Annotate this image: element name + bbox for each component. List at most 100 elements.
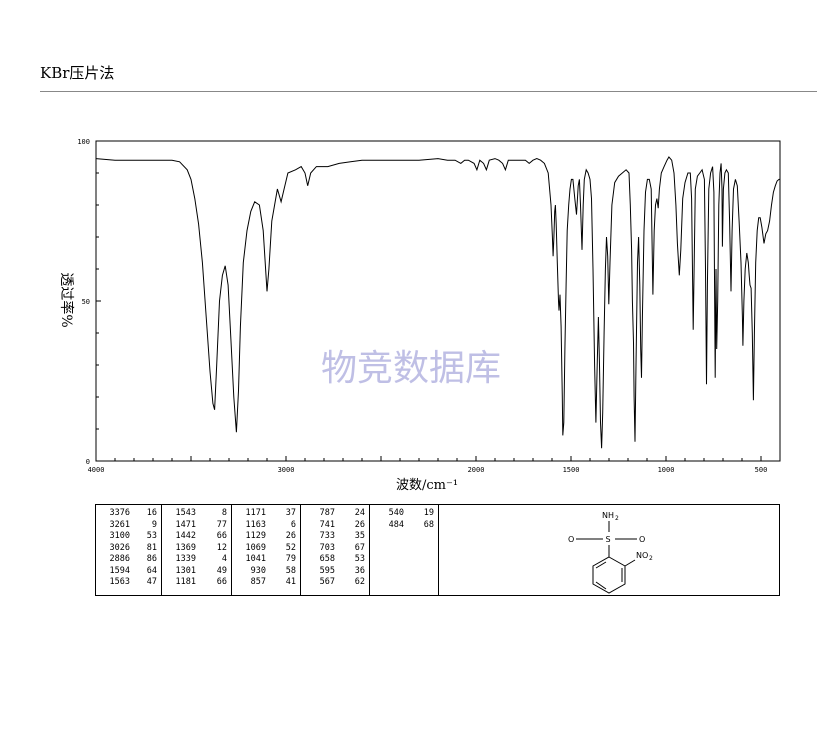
peak-wavenumber: 1069	[245, 542, 266, 553]
peak-row: 1181 66	[168, 577, 227, 589]
nh2-label: NH	[602, 511, 614, 520]
peak-wavenumber: 3100	[109, 531, 130, 541]
y-tick-label: 50	[82, 298, 90, 306]
peak-column: 1171 37 1163 6 1129 26 1069 52 1041 79 930 58 857 41	[232, 505, 301, 595]
peak-wavenumber: 1181	[175, 577, 196, 587]
peak-wavenumber: 1163	[245, 519, 266, 530]
nitro-label: NO	[636, 551, 648, 560]
peak-row: 703 67	[307, 543, 365, 555]
peak-row: 857 41	[238, 577, 296, 589]
peak-row: 540 19	[376, 508, 434, 520]
peak-wavenumber: 1041	[245, 554, 266, 564]
peak-wavenumber: 787	[319, 508, 335, 518]
peak-row: 484 68	[376, 520, 434, 532]
peak-transmittance: 47	[146, 577, 157, 587]
peak-wavenumber: 567	[319, 577, 335, 587]
sulfur-label: S	[606, 535, 611, 544]
peak-row: 1163 6	[238, 520, 296, 532]
peak-row: 741 26	[307, 520, 365, 532]
peak-column: 1543 8 1471 77 1442 66 1369 12 1339 4 1301 49 1181 66	[162, 505, 232, 595]
peak-row: 3376 16	[102, 508, 157, 520]
peak-wavenumber: 733	[319, 531, 335, 541]
x-tick-label: 1500	[563, 466, 580, 474]
y-tick-label: 0	[86, 458, 90, 466]
peak-row: 3100 53	[102, 531, 157, 543]
peak-row: 3026 81	[102, 543, 157, 555]
x-tick-label: 4000	[88, 466, 105, 474]
peak-transmittance: 9	[151, 519, 157, 530]
peak-wavenumber: 1442	[175, 531, 196, 541]
peak-transmittance: 64	[146, 565, 157, 576]
x-axis-label: 波数/cm⁻¹	[396, 478, 458, 493]
structure-cell: NH 2 S O O NO 2	[439, 505, 779, 595]
peak-wavenumber: 1171	[245, 508, 266, 518]
peak-transmittance: 37	[285, 508, 296, 518]
peak-transmittance: 67	[354, 542, 365, 553]
peak-wavenumber: 1543	[175, 508, 196, 518]
peak-row: 3261 9	[102, 520, 157, 532]
peak-wavenumber: 658	[319, 554, 335, 564]
peak-row: 1442 66	[168, 531, 227, 543]
peak-transmittance: 79	[285, 554, 296, 564]
x-tick-label: 1000	[658, 466, 675, 474]
x-tick-label: 2000	[468, 466, 485, 474]
peak-transmittance: 66	[216, 577, 227, 587]
x-tick-label: 3000	[278, 466, 295, 474]
peak-row: 1543 8	[168, 508, 227, 520]
peak-wavenumber: 1369	[175, 542, 196, 553]
method-label: KBr压片法	[40, 64, 115, 82]
peak-wavenumber: 2886	[109, 554, 130, 564]
peak-row: 1471 77	[168, 520, 227, 532]
peak-transmittance: 26	[354, 519, 365, 530]
peak-row: 567 62	[307, 577, 365, 589]
peak-row: 1369 12	[168, 543, 227, 555]
peak-wavenumber: 1594	[109, 565, 130, 576]
peak-transmittance: 77	[216, 519, 227, 530]
peak-wavenumber: 703	[319, 542, 335, 553]
peak-row: 787 24	[307, 508, 365, 520]
x-tick-label: 500	[755, 466, 768, 474]
y-axis-label: 透过率%	[58, 272, 75, 327]
peak-transmittance: 4	[221, 554, 227, 564]
peak-transmittance: 86	[146, 554, 157, 564]
oxygen-left-label: O	[568, 535, 574, 544]
peak-wavenumber: 1339	[175, 554, 196, 564]
peak-transmittance: 35	[354, 531, 365, 541]
structure-diagram: NH 2 S O O NO 2	[568, 511, 653, 594]
peak-wavenumber: 741	[319, 519, 335, 530]
peak-row: 1129 26	[238, 531, 296, 543]
peak-transmittance: 68	[423, 519, 434, 530]
peak-transmittance: 58	[285, 565, 296, 576]
peak-row: 1171 37	[238, 508, 296, 520]
peak-row: 930 58	[238, 566, 296, 578]
plot-frame	[95, 140, 781, 462]
peak-transmittance: 81	[146, 542, 157, 553]
peak-column: 787 24 741 26 733 35 703 67 658 53 595 36 567 62	[301, 505, 370, 595]
peak-row: 1563 47	[102, 577, 157, 589]
peak-row: 595 36	[307, 566, 365, 578]
peak-transmittance: 66	[216, 531, 227, 541]
peak-table: 3376 16 3261 9 3100 53 3026 81 2886 86 1594 64 1563 4…	[95, 504, 780, 596]
peak-transmittance: 53	[354, 554, 365, 564]
peak-transmittance: 52	[285, 542, 296, 553]
peak-wavenumber: 3026	[109, 542, 130, 553]
peak-row: 2886 86	[102, 554, 157, 566]
peak-wavenumber: 1129	[245, 531, 266, 541]
peak-row: 1301 49	[168, 566, 227, 578]
spectrum-line	[95, 156, 780, 449]
nitro-subscript: 2	[649, 555, 653, 562]
peak-wavenumber: 3261	[109, 519, 130, 530]
peak-transmittance: 8	[221, 508, 227, 518]
peak-wavenumber: 1563	[109, 577, 130, 587]
peak-transmittance: 26	[285, 531, 296, 541]
peak-row: 1041 79	[238, 554, 296, 566]
header-divider	[40, 91, 817, 92]
peak-wavenumber: 1301	[175, 565, 196, 576]
y-tick-label: 100	[77, 138, 90, 146]
peak-transmittance: 53	[146, 531, 157, 541]
peak-row: 1339 4	[168, 554, 227, 566]
peak-transmittance: 49	[216, 565, 227, 576]
peak-row: 1069 52	[238, 543, 296, 555]
peak-transmittance: 36	[354, 565, 365, 576]
